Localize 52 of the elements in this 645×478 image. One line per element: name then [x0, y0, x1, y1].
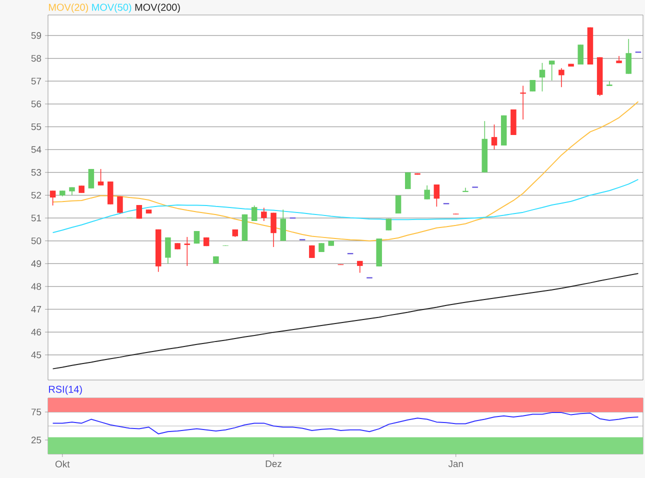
chart-title: RSI(14) [49, 386, 82, 395]
x-tick-label: Okt [55, 460, 70, 468]
text: MOV(20) [49, 4, 88, 13]
y-tick-label: 25 [31, 436, 42, 444]
y-tick-label: 56 [31, 100, 42, 108]
y-tick-label: 58 [31, 54, 42, 62]
y-tick-label: 45 [31, 352, 42, 358]
candlestick [386, 218, 392, 231]
y-tick-label: 55 [31, 123, 42, 130]
candlestick [539, 62, 546, 92]
candlestick [261, 207, 267, 222]
y-tick-label: 50 [31, 237, 42, 244]
y-tick-label: 47 [31, 306, 42, 313]
candlestick [270, 212, 276, 248]
candlestick [50, 190, 56, 206]
candlestick [395, 195, 402, 214]
candlestick [606, 80, 612, 86]
y-tick-label: 52 [31, 192, 42, 199]
candlestick [184, 236, 190, 266]
candlestick [491, 124, 498, 150]
y-tick-label: 46 [31, 328, 42, 336]
y-tick-label: 53 [31, 169, 42, 176]
y-tick-label: 54 [31, 146, 42, 153]
candlestick [165, 237, 171, 264]
x-tick-label: Dez [266, 460, 282, 468]
candlestick [530, 80, 536, 92]
x-tick-label: Jan [448, 460, 463, 468]
candlestick [108, 181, 114, 205]
candlestick [251, 205, 258, 222]
y-tick-label: 59 [31, 32, 42, 39]
candlestick [462, 187, 468, 192]
candlestick [520, 85, 526, 120]
candlestick [626, 38, 632, 74]
candlestick [117, 196, 123, 214]
y-tick-label: 57 [31, 78, 42, 84]
candlestick [558, 68, 564, 88]
candlestick [136, 204, 142, 220]
text: MOV(50) [92, 4, 132, 13]
candlestick [578, 44, 584, 65]
y-tick-label: 48 [31, 283, 42, 290]
candlestick [98, 168, 104, 186]
y-tick-label: 51 [31, 214, 42, 222]
text: MOV(200) [135, 4, 180, 13]
candlestick [548, 60, 555, 81]
candlestick [88, 168, 94, 189]
candlestick [434, 184, 440, 208]
candlestick [309, 245, 315, 258]
y-tick-label: 75 [31, 408, 42, 416]
y-tick-label: 49 [31, 260, 42, 268]
candlestick [194, 230, 200, 244]
candlestick [280, 209, 286, 242]
candlestick [424, 185, 430, 200]
